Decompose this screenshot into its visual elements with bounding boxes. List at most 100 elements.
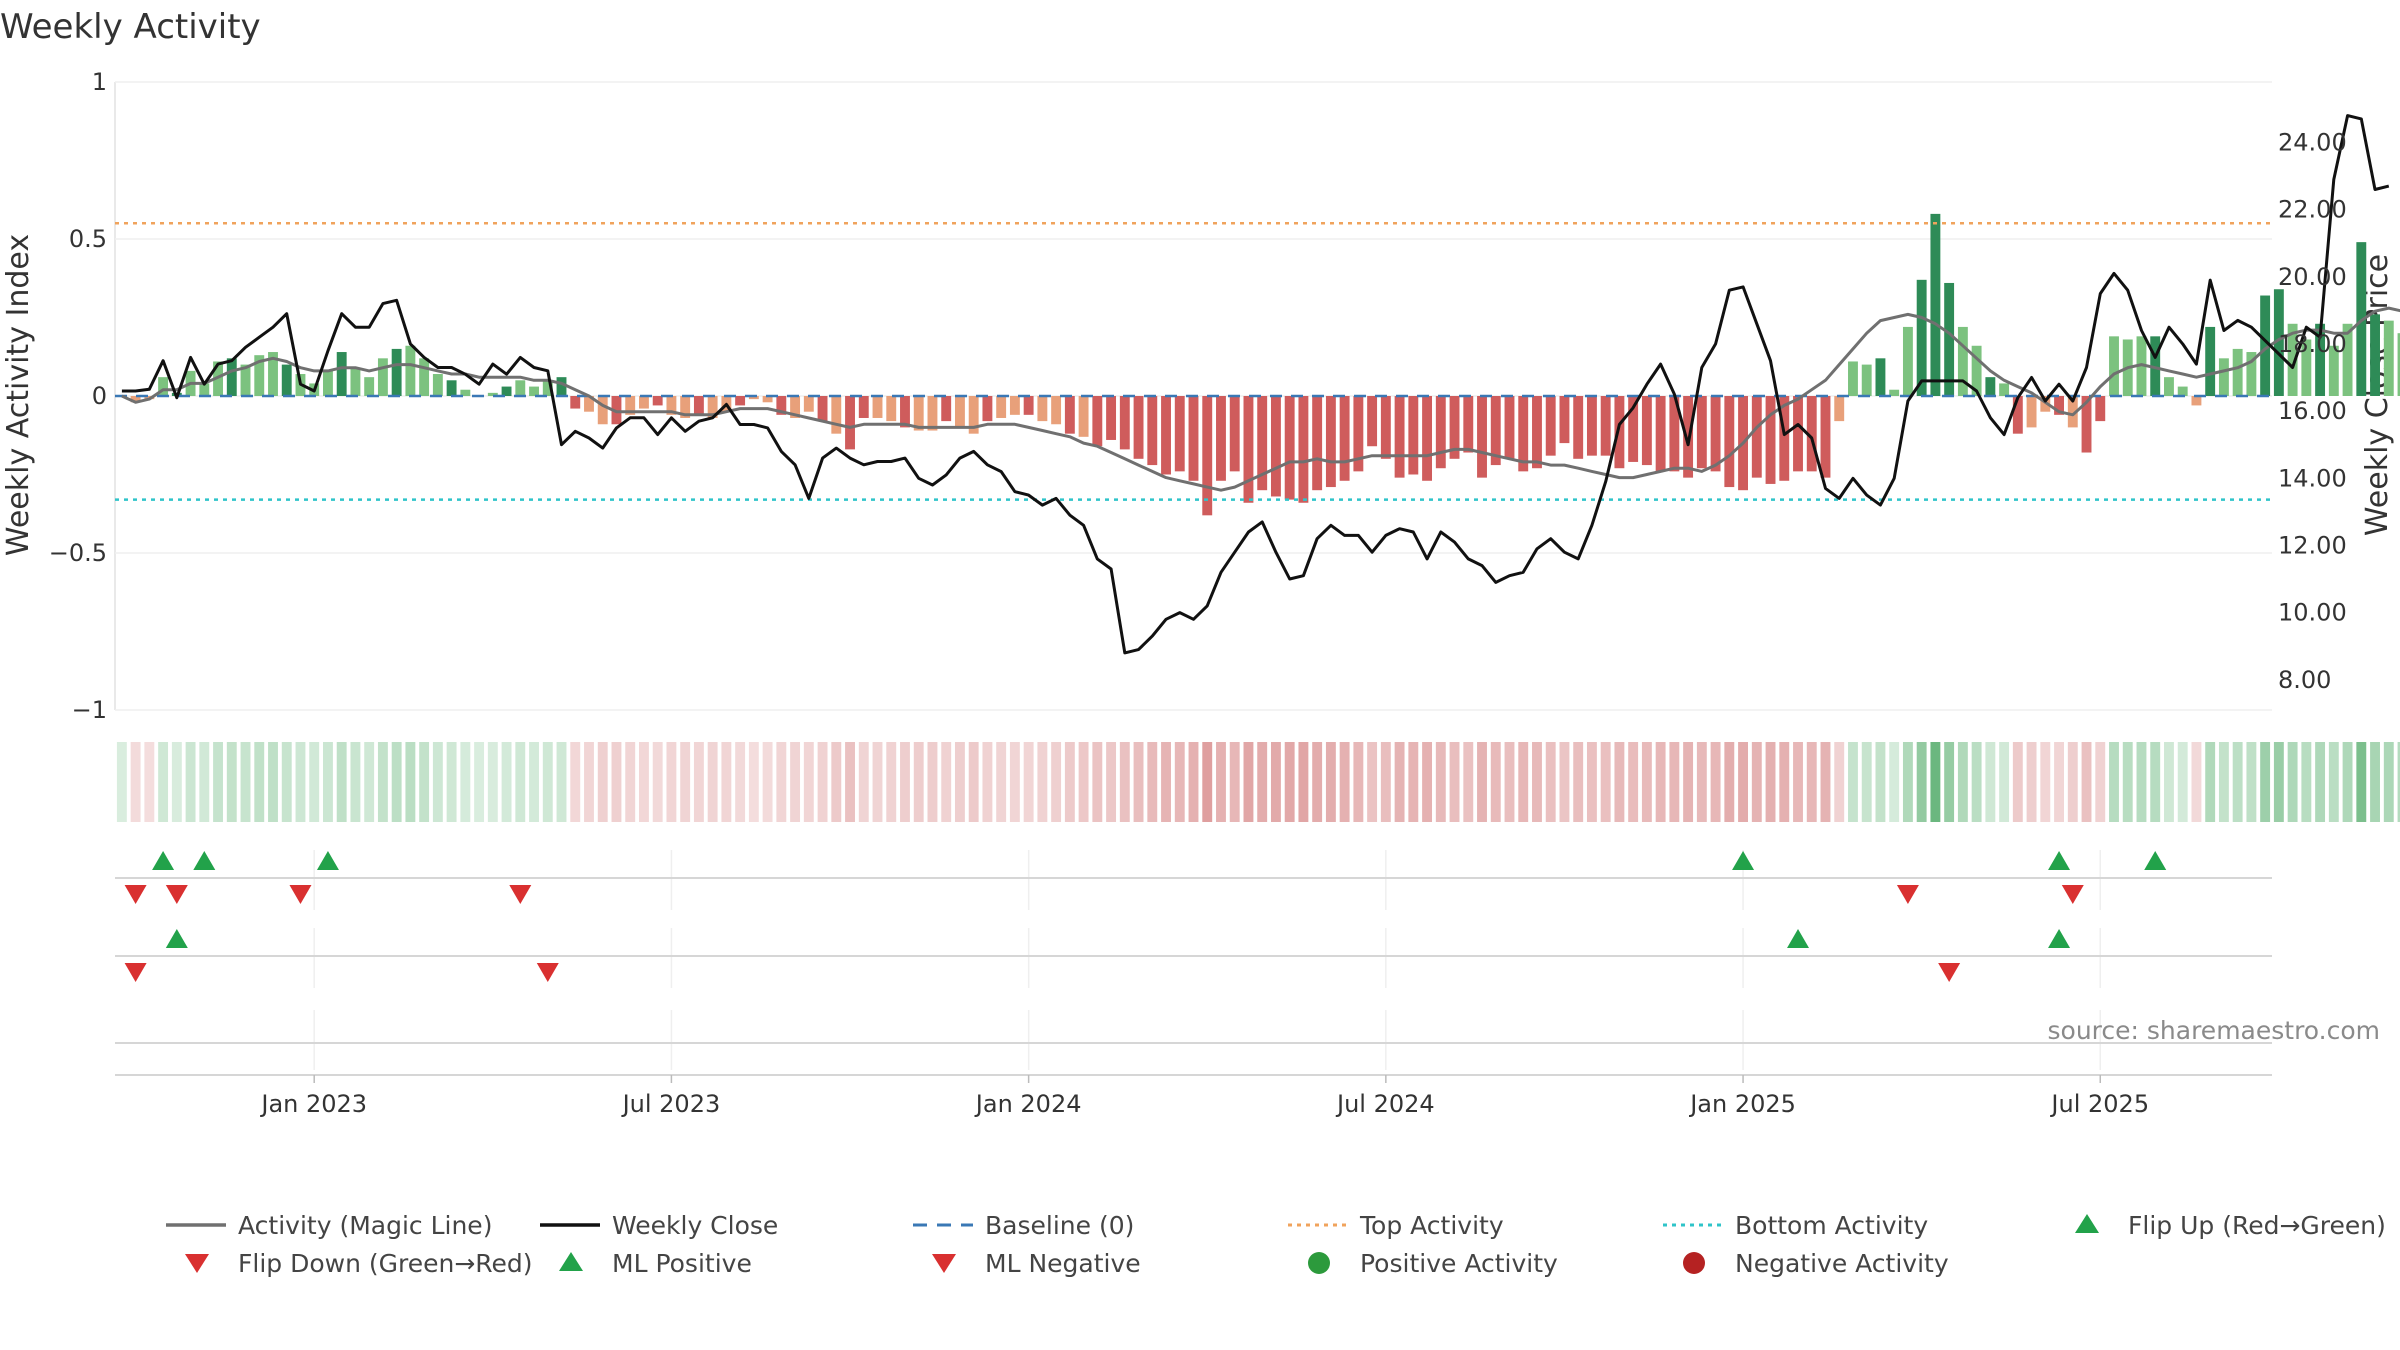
activity-bar (1944, 282, 1955, 396)
flip-up-marker (1732, 851, 1755, 870)
strip-cell (638, 742, 649, 822)
activity-bar (1339, 396, 1350, 481)
source-note: source: sharemaestro.com (2048, 1016, 2381, 1045)
strip-cell (542, 742, 553, 822)
activity-bar (1064, 396, 1075, 434)
strip-cell (845, 742, 855, 822)
strip-cell (1614, 742, 1625, 822)
activity-bar (2260, 295, 2271, 396)
strip-cell (1119, 742, 1130, 822)
activity-bar (1325, 396, 1336, 488)
strip-cell (419, 742, 430, 822)
x-tick-label: Jan 2025 (1688, 1090, 1796, 1118)
left-tick-label: −1 (72, 696, 107, 724)
activity-bar (1202, 396, 1213, 516)
strip-cell (2315, 742, 2326, 822)
flip-up-marker (152, 851, 175, 870)
activity-bar (1051, 396, 1062, 425)
activity-bar (1559, 396, 1570, 444)
strip-cell (748, 742, 759, 822)
activity-bar (1394, 396, 1405, 478)
legend-swatch (559, 1252, 583, 1271)
strip-cell (1806, 742, 1817, 822)
activity-bar (2191, 396, 2202, 406)
strip-cell (707, 742, 718, 822)
activity-bar (1834, 396, 1845, 422)
activity-bar (2012, 396, 2023, 434)
left-tick-label: 0 (92, 382, 107, 410)
strip-cell (1957, 742, 1968, 822)
legend: Activity (Magic Line) Weekly Close Baselin… (166, 1211, 2386, 1278)
strip-cell (2287, 742, 2298, 822)
strip-cell (1628, 742, 1639, 822)
strip-cell (625, 742, 636, 822)
strip-cell (817, 742, 828, 822)
strip-cell (2081, 742, 2092, 822)
activity-bar (776, 396, 787, 415)
legend-item: Top Activity (1288, 1211, 1504, 1240)
activity-bar (1463, 396, 1474, 453)
strip-cell (2109, 742, 2119, 822)
activity-bar (638, 396, 649, 409)
activity-bar (1806, 396, 1817, 472)
strip-cell (1394, 742, 1405, 822)
strip-cell (721, 742, 732, 822)
activity-bar (1023, 396, 1034, 415)
ml-positive-marker (2048, 929, 2071, 948)
legend-item: Weekly Close (540, 1211, 778, 1240)
activity-bar (1628, 396, 1639, 462)
strip-cell (693, 742, 704, 822)
strip-cell (1202, 742, 1213, 822)
strip-cell (900, 742, 910, 822)
strip-cell (872, 742, 883, 822)
activity-bar (707, 396, 718, 418)
legend-swatch (1683, 1252, 1705, 1274)
activity-bar (1848, 361, 1858, 396)
strip-cell (309, 742, 320, 822)
activity-bar (1518, 396, 1529, 472)
activity-bar (199, 383, 210, 396)
strip-cell (2095, 742, 2106, 822)
strip-cell (116, 742, 127, 822)
strip-cell (2205, 742, 2216, 822)
legend-swatch (185, 1254, 209, 1273)
strip-cell (1009, 742, 1020, 822)
strip-cell (1710, 742, 1721, 822)
activity-bar (2081, 396, 2092, 453)
activity-bar (2246, 352, 2257, 396)
left-tick-label: 1 (92, 68, 107, 96)
legend-label: Weekly Close (612, 1211, 778, 1240)
strip-cell (968, 742, 979, 822)
strip-cell (1532, 742, 1542, 822)
strip-cell (790, 742, 801, 822)
activity-bar (2136, 336, 2147, 396)
activity-bar (1257, 396, 1268, 491)
legend-swatch (1308, 1252, 1330, 1274)
activity-bar (2205, 326, 2216, 396)
activity-bar (1037, 396, 1048, 422)
strip-cell (144, 742, 155, 822)
strip-cell (515, 742, 526, 822)
activity-bar (982, 396, 993, 422)
activity-bar (2177, 386, 2188, 396)
strip-cell (377, 742, 388, 822)
activity-bar (584, 396, 594, 412)
activity-bar (1696, 396, 1707, 469)
strip-cell (130, 742, 141, 822)
activity-bar (158, 377, 169, 396)
activity-bar (1971, 345, 1982, 396)
activity-bar (1573, 396, 1584, 459)
strip-cell (858, 742, 869, 822)
strip-cell (1999, 742, 2010, 822)
flip-down-marker (2061, 885, 2084, 904)
strip-cell (1051, 742, 1062, 822)
activity-bar (542, 380, 553, 396)
strip-cell (954, 742, 965, 822)
activity-bar (350, 367, 361, 396)
activity-bar (858, 396, 869, 418)
ml-negative-marker (124, 963, 147, 982)
activity-bar (501, 386, 512, 396)
strip-cell (1037, 742, 1048, 822)
legend-swatch (2075, 1214, 2099, 1233)
activity-bars (130, 213, 2400, 516)
